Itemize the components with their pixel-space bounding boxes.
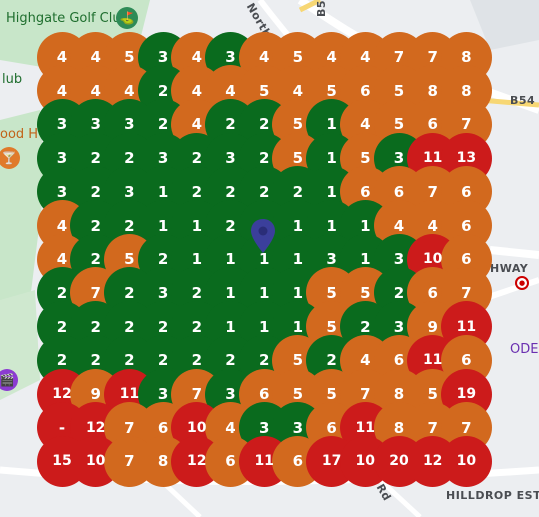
- map-label-b54: B54: [510, 94, 536, 107]
- map-label-b5: B5: [315, 0, 329, 18]
- cocktail-icon[interactable]: 🍸: [0, 147, 20, 169]
- map-label-odeon[interactable]: ODEC: [510, 342, 539, 357]
- cinema-icon[interactable]: 🎬: [0, 369, 18, 391]
- golf-icon[interactable]: ⛳: [116, 7, 138, 29]
- map-label-golf-club[interactable]: Highgate Golf Club: [6, 11, 129, 26]
- map-label-hilldrop: HILLDROP EST: [446, 489, 539, 502]
- map-label-hway: HWAY: [490, 262, 529, 275]
- map-label-pub[interactable]: ood H: [0, 127, 39, 142]
- map-label-club[interactable]: lub: [2, 72, 23, 87]
- underground-icon[interactable]: ●: [515, 276, 529, 290]
- location-pin-icon[interactable]: [251, 219, 275, 253]
- grid-cell[interactable]: [440, 435, 492, 487]
